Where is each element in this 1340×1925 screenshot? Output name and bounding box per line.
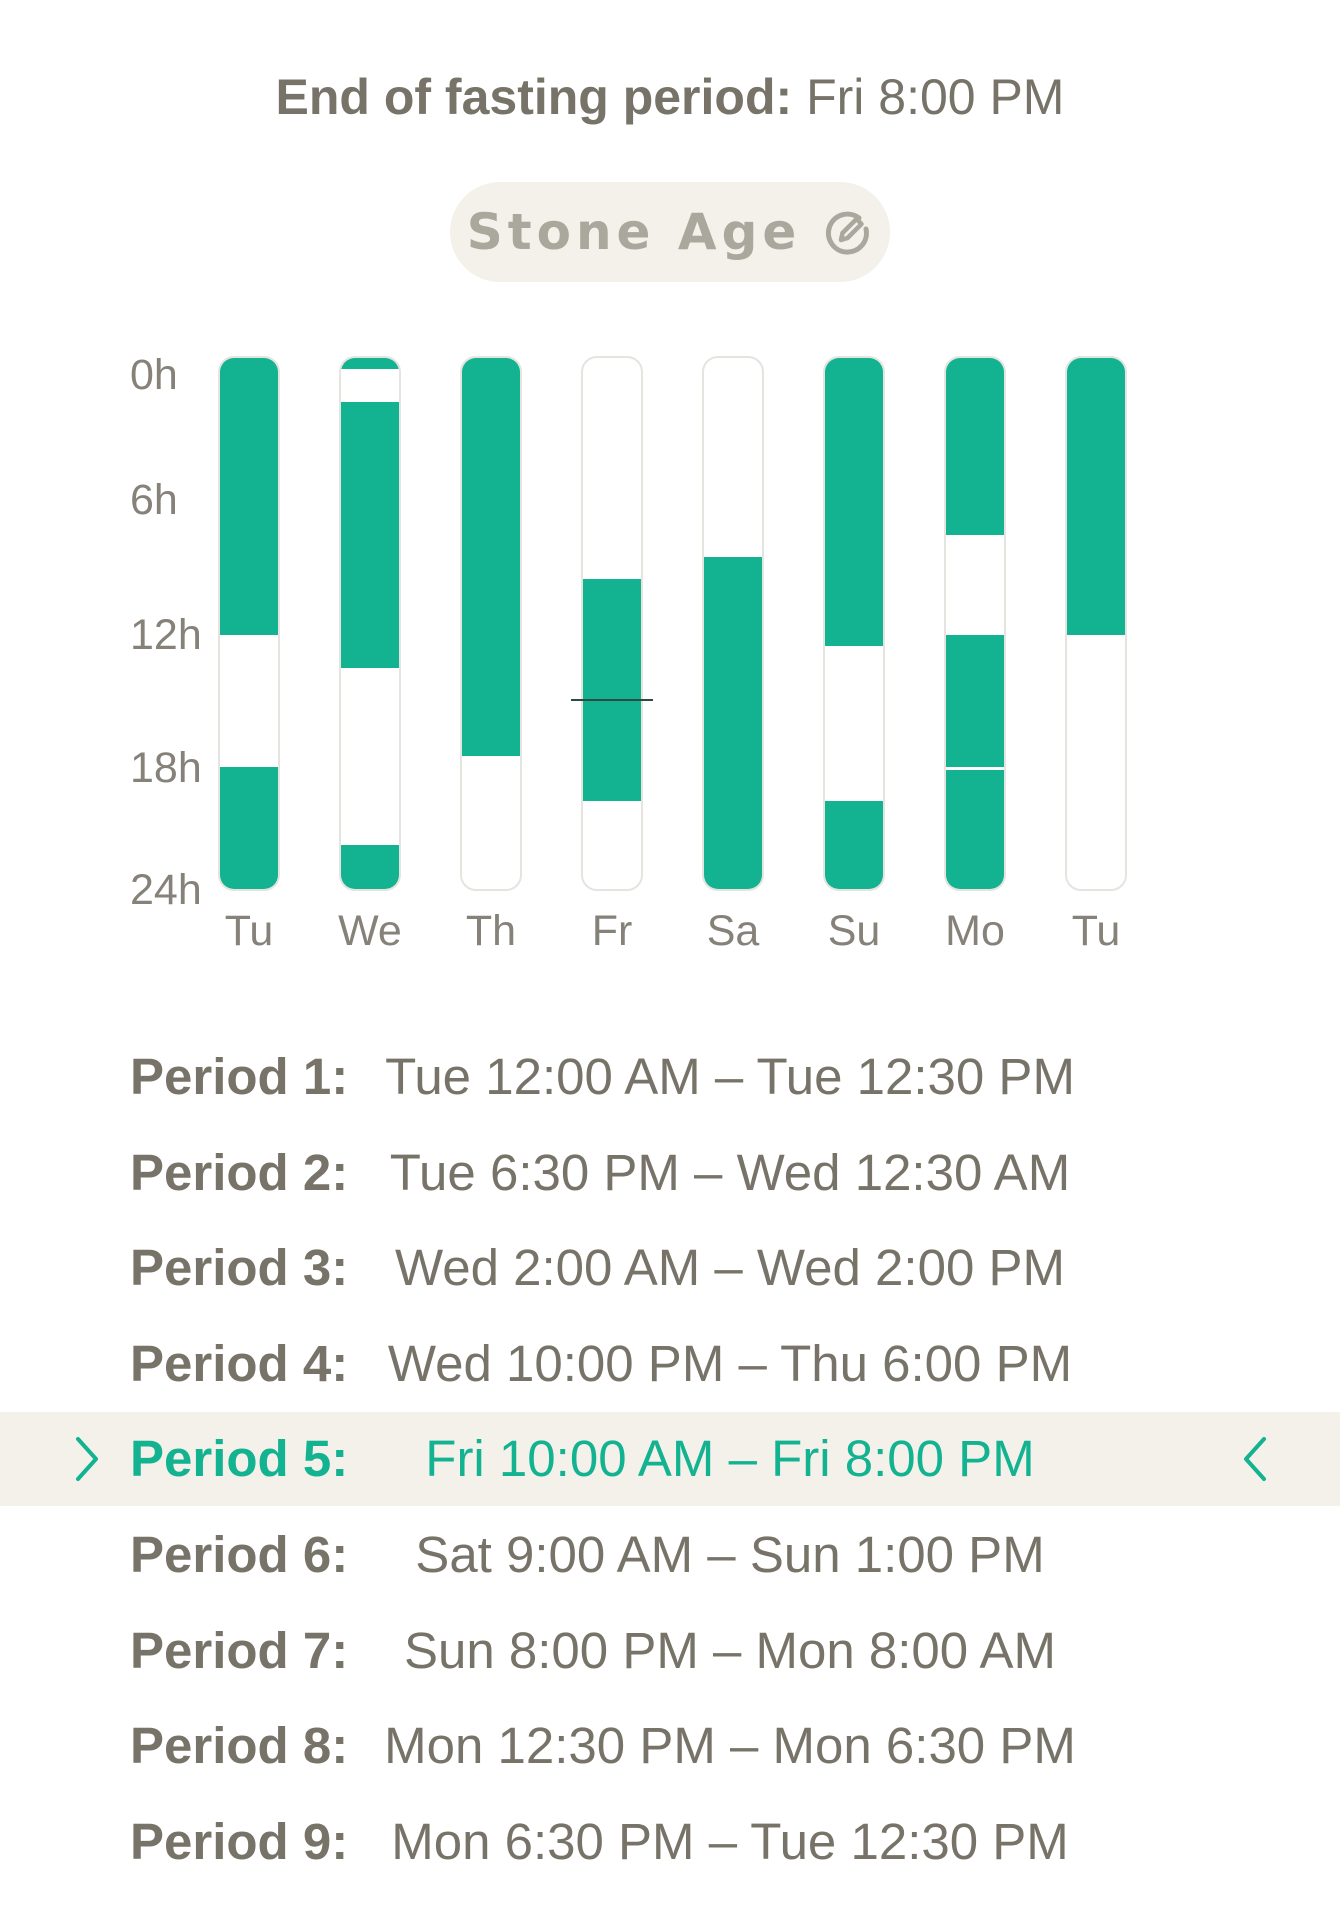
- fasting-end-label: End of fasting period:: [275, 69, 793, 125]
- day-column[interactable]: [702, 356, 764, 891]
- period-row[interactable]: Period 4: Wed 10:00 PM – Thu 6:00 PM: [0, 1317, 1340, 1411]
- fasting-end-header: End of fasting period: Fri 8:00 PM: [0, 62, 1340, 132]
- period-label: Period 3:: [130, 1239, 349, 1297]
- fasting-segment: [462, 358, 520, 757]
- day-column[interactable]: [339, 356, 401, 891]
- y-tick-label: 24h: [130, 866, 202, 914]
- pencil-circle-icon: [826, 211, 870, 255]
- period-label: Period 2:: [130, 1143, 349, 1201]
- period-label: Period 7:: [130, 1621, 349, 1679]
- current-time-marker: [571, 698, 653, 701]
- day-column[interactable]: [823, 356, 885, 891]
- period-row[interactable]: Period 2: Tue 6:30 PM – Wed 12:30 AM: [0, 1126, 1340, 1220]
- fasting-end-value: Fri 8:00 PM: [806, 69, 1065, 125]
- y-tick-label: 18h: [130, 744, 202, 792]
- period-label: Period 9:: [130, 1812, 349, 1870]
- period-range: Wed 2:00 AM – Wed 2:00 PM: [395, 1239, 1065, 1297]
- profile-pill-button[interactable]: Stone Age: [450, 182, 890, 282]
- period-range: Tue 12:00 AM – Tue 12:30 PM: [385, 1048, 1075, 1105]
- fasting-segment: [220, 767, 278, 889]
- period-range: Tue 6:30 PM – Wed 12:30 AM: [389, 1143, 1071, 1201]
- fasting-segment: [946, 358, 1004, 535]
- fasting-segment: [341, 402, 399, 668]
- day-label: Sa: [706, 907, 760, 955]
- fasting-chart: 0h 6h 12h 18h 24h Tu We Th Fr Sa Su Mo Tu: [130, 351, 1127, 955]
- day-label: Su: [827, 907, 881, 955]
- day-column[interactable]: [460, 356, 522, 891]
- fasting-segment: [220, 358, 278, 635]
- period-label: Period 4:: [130, 1334, 349, 1392]
- y-tick-label: 0h: [130, 351, 178, 399]
- period-row[interactable]: Period 1: Tue 12:00 AM – Tue 12:30 PM: [0, 1030, 1340, 1124]
- day-column[interactable]: [218, 356, 280, 891]
- period-split-line: [946, 767, 1004, 771]
- fasting-segment: [1067, 358, 1125, 635]
- period-label: Period 6:: [130, 1526, 349, 1583]
- y-tick-label: 6h: [130, 476, 178, 524]
- period-label: Period 8:: [130, 1717, 349, 1775]
- period-range: Sat 9:00 AM – Sun 1:00 PM: [415, 1526, 1045, 1583]
- period-range: Mon 12:30 PM – Mon 6:30 PM: [384, 1717, 1076, 1775]
- period-range: Sun 8:00 PM – Mon 8:00 AM: [403, 1621, 1057, 1679]
- period-range: Mon 6:30 PM – Tue 12:30 PM: [391, 1812, 1069, 1870]
- chevron-left-icon: [1244, 1437, 1266, 1482]
- fasting-segment: [704, 557, 762, 889]
- day-label: Tu: [1071, 907, 1121, 955]
- y-tick-label: 12h: [130, 611, 202, 659]
- day-column[interactable]: [581, 356, 643, 891]
- period-row[interactable]: Period 5: Fri 10:00 AM – Fri 8:00 PM: [0, 1412, 1340, 1507]
- period-row[interactable]: Period 6: Sat 9:00 AM – Sun 1:00 PM: [0, 1508, 1340, 1602]
- period-row[interactable]: Period 8: Mon 12:30 PM – Mon 6:30 PM: [0, 1699, 1340, 1793]
- day-label: We: [338, 907, 402, 955]
- day-label: Th: [465, 907, 517, 955]
- day-label: Fr: [591, 907, 633, 955]
- fasting-segment: [825, 800, 883, 889]
- period-label: Period 5:: [130, 1430, 349, 1488]
- period-label: Period 1:: [130, 1048, 349, 1105]
- period-row[interactable]: Period 7: Sun 8:00 PM – Mon 8:00 AM: [0, 1604, 1340, 1698]
- fasting-segment: [341, 844, 399, 889]
- period-row[interactable]: Period 9: Mon 6:30 PM – Tue 12:30 PM: [0, 1795, 1340, 1889]
- fasting-segment: [341, 358, 399, 370]
- day-label: Mo: [945, 907, 1005, 955]
- day-label: Tu: [224, 907, 274, 955]
- period-row[interactable]: Period 3: Wed 2:00 AM – Wed 2:00 PM: [0, 1221, 1340, 1315]
- day-column[interactable]: [944, 356, 1006, 891]
- profile-name: Stone Age: [466, 203, 802, 261]
- chevron-right-icon: [76, 1437, 98, 1482]
- period-range: Fri 10:00 AM – Fri 8:00 PM: [425, 1430, 1035, 1488]
- fasting-segment: [946, 634, 1004, 889]
- fasting-segment: [583, 579, 641, 801]
- day-column[interactable]: [1065, 356, 1127, 891]
- fasting-segment: [825, 358, 883, 646]
- period-range: Wed 10:00 PM – Thu 6:00 PM: [387, 1334, 1073, 1392]
